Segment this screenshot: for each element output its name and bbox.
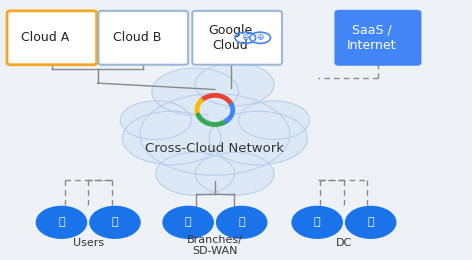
Text: Cloud A: Cloud A (21, 31, 69, 44)
Circle shape (209, 111, 308, 165)
FancyBboxPatch shape (336, 11, 421, 65)
FancyBboxPatch shape (7, 11, 97, 65)
Text: Branches/
SD-WAN: Branches/ SD-WAN (187, 235, 243, 256)
Text: DC: DC (336, 238, 352, 248)
FancyBboxPatch shape (99, 11, 188, 65)
Text: Cross-Cloud Network: Cross-Cloud Network (145, 142, 285, 155)
Circle shape (195, 152, 274, 195)
Circle shape (152, 68, 238, 115)
Text: 👥: 👥 (58, 217, 65, 227)
Text: 🖥: 🖥 (314, 217, 320, 227)
Text: 👥: 👥 (112, 217, 118, 227)
Ellipse shape (162, 206, 214, 239)
Text: ⊕: ⊕ (242, 33, 249, 42)
Ellipse shape (291, 206, 343, 239)
Ellipse shape (216, 206, 268, 239)
Circle shape (140, 94, 290, 175)
Text: Google
Cloud: Google Cloud (209, 24, 253, 52)
FancyBboxPatch shape (193, 11, 282, 65)
Text: 🏢: 🏢 (185, 217, 192, 227)
Circle shape (238, 101, 310, 139)
Ellipse shape (89, 206, 141, 239)
Text: Users: Users (73, 238, 104, 248)
Circle shape (195, 63, 274, 106)
Text: ⊕: ⊕ (256, 33, 264, 42)
Circle shape (120, 101, 191, 139)
Text: 🖥: 🖥 (367, 217, 374, 227)
Circle shape (122, 111, 221, 165)
Circle shape (205, 105, 225, 115)
Text: SaaS /
Internet: SaaS / Internet (347, 24, 396, 52)
Circle shape (156, 152, 235, 195)
Ellipse shape (345, 206, 396, 239)
Text: Cloud B: Cloud B (113, 31, 161, 44)
Ellipse shape (36, 206, 87, 239)
Text: 🏢: 🏢 (238, 217, 245, 227)
